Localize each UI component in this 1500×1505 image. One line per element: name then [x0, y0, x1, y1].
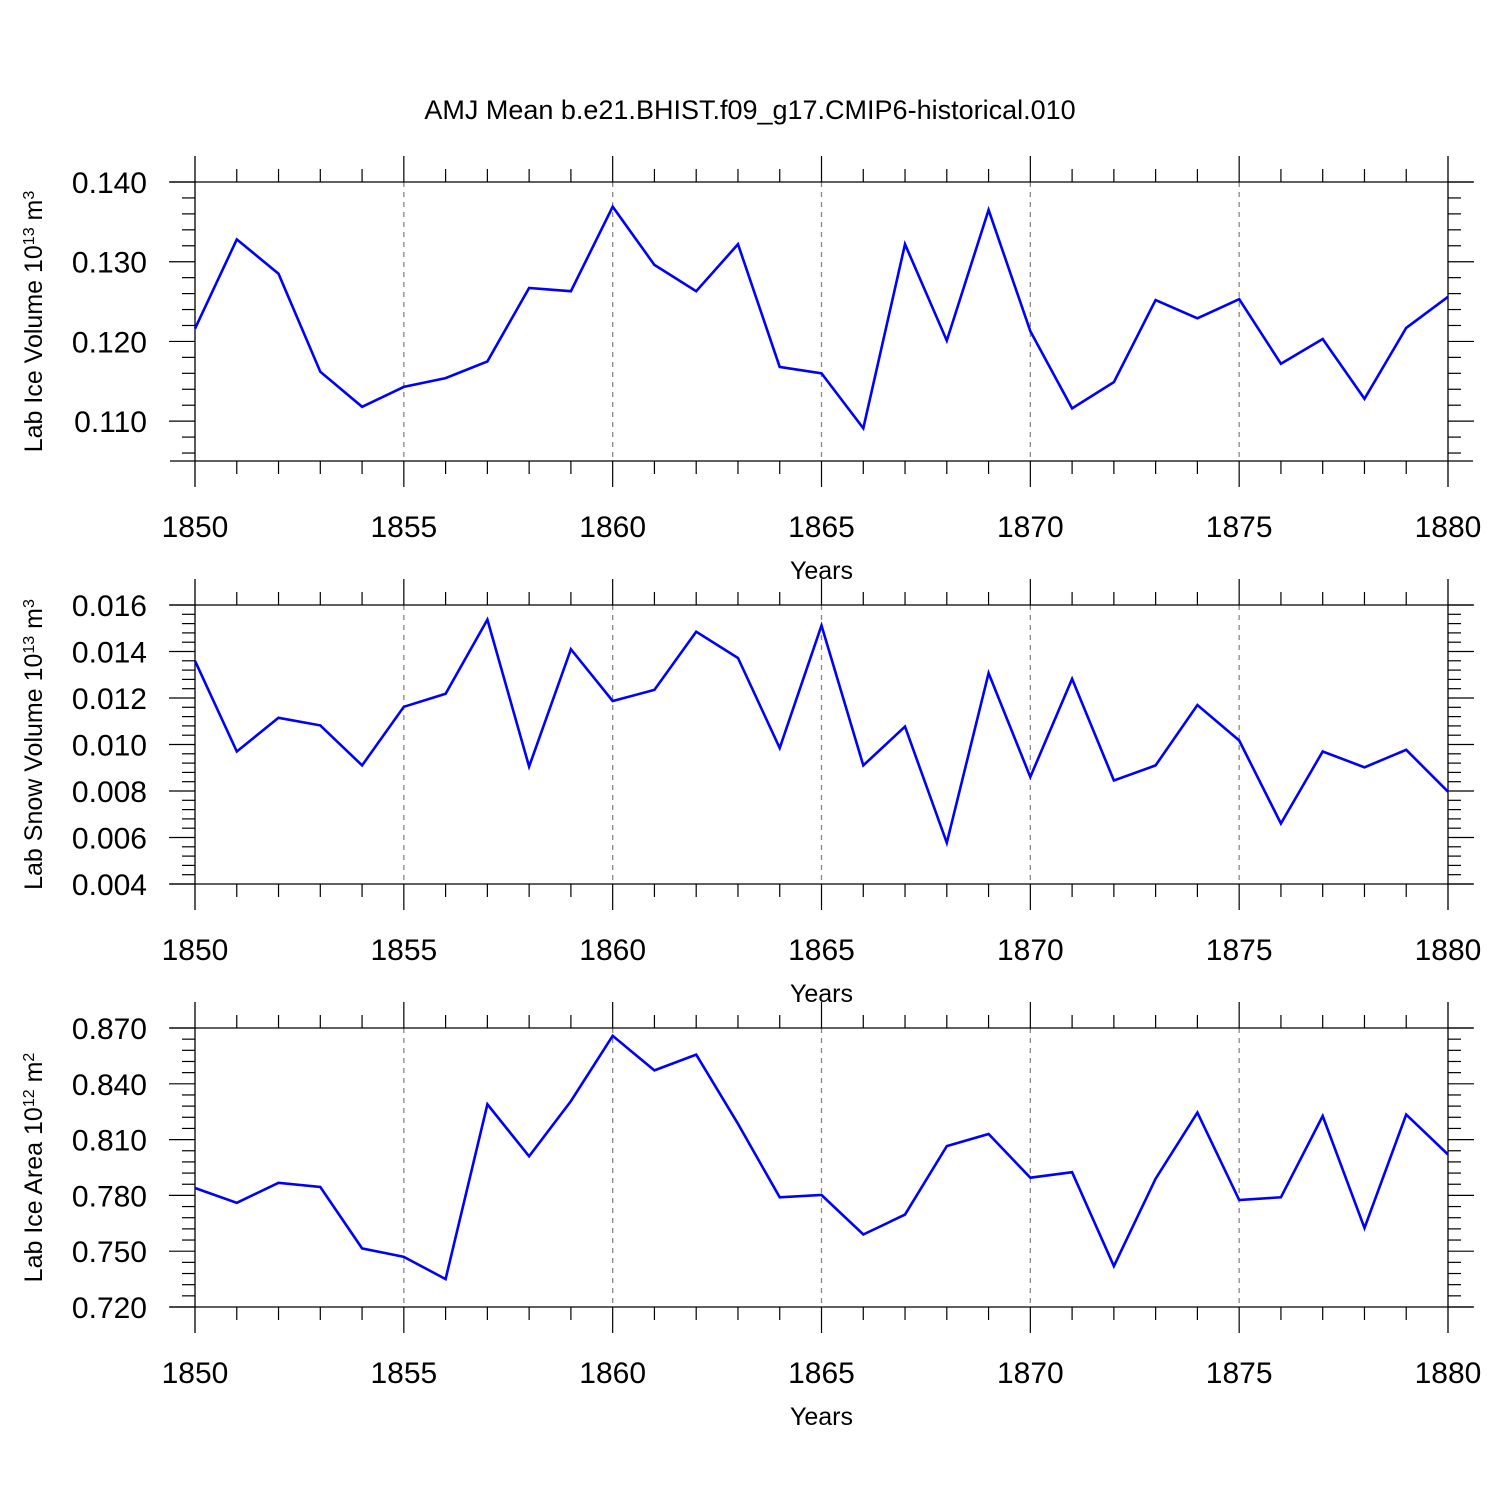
x-tick-label: 1865 — [788, 934, 855, 967]
y-tick-label: 0.004 — [72, 869, 147, 902]
y-tick-label: 0.810 — [72, 1125, 147, 1158]
x-tick-label: 1880 — [1415, 1357, 1482, 1390]
x-tick-label: 1875 — [1206, 511, 1273, 544]
x-tick-label: 1880 — [1415, 934, 1482, 967]
series-line-3 — [194, 1033, 1449, 1282]
y-axis-title: Lab Snow Volume 1013 m3 — [20, 599, 48, 890]
x-tick-label: 1850 — [162, 934, 229, 967]
y-tick-label: 0.840 — [72, 1069, 147, 1102]
y-tick-label: 0.014 — [72, 637, 147, 670]
x-tick-label: 1865 — [788, 1357, 855, 1390]
y-tick-label: 0.720 — [72, 1292, 147, 1325]
x-axis-title: Years — [790, 1403, 853, 1431]
y-tick-label: 0.870 — [72, 1013, 147, 1046]
y-tick-label: 0.750 — [72, 1236, 147, 1269]
y-tick-label: 0.012 — [72, 683, 147, 716]
panel-3: 1850 1855 1860 1865 1870 1875 1880 Years 0.720 0.… — [20, 1002, 1481, 1431]
x-tick-label: 1855 — [370, 934, 437, 967]
y-tick-label: 0.008 — [72, 776, 147, 809]
y-tick-label: 0.016 — [72, 590, 147, 623]
panel-1: 1850 1855 1860 1865 1870 1875 1880Years0.1100.… — [20, 156, 1481, 585]
x-tick-label: 1855 — [370, 511, 437, 544]
x-tick-label: 1865 — [788, 511, 855, 544]
x-tick-label: 1850 — [162, 511, 229, 544]
y-tick-label: 0.120 — [72, 326, 147, 359]
y-tick-label: 0.010 — [72, 730, 147, 763]
x-tick-label: 1870 — [997, 934, 1064, 967]
x-tick-label: 1870 — [997, 511, 1064, 544]
y-tick-label: 0.006 — [72, 823, 147, 856]
x-tick-label: 1850 — [162, 1357, 229, 1390]
x-tick-label: 1875 — [1206, 1357, 1273, 1390]
figure-title: AMJ Mean b.e21.BHIST.f09_g17.CMIP6-histo… — [424, 95, 1075, 125]
x-tick-label: 1870 — [997, 1357, 1064, 1390]
series-line-2 — [193, 616, 1449, 848]
x-tick-label: 1875 — [1206, 934, 1273, 967]
y-tick-label: 0.780 — [72, 1180, 147, 1213]
x-tick-label: 1860 — [579, 511, 646, 544]
y-tick-label: 0.110 — [74, 406, 147, 439]
x-tick-label: 1880 — [1415, 511, 1482, 544]
series-line-1 — [193, 204, 1449, 432]
y-axis-title: Lab Ice Area 1012 m2 — [20, 1053, 48, 1283]
x-tick-label: 1860 — [579, 934, 646, 967]
panel-2: 1850 1855 1860 1865 1870 1875 1880Years0.0040.… — [20, 579, 1481, 1008]
x-tick-label: 1860 — [579, 1357, 646, 1390]
x-tick-label: 1855 — [370, 1357, 437, 1390]
y-tick-label: 0.140 — [72, 167, 147, 200]
y-axis-title: Lab Ice Volume 1013 m3 — [20, 191, 48, 453]
y-tick-label: 0.130 — [72, 247, 147, 280]
